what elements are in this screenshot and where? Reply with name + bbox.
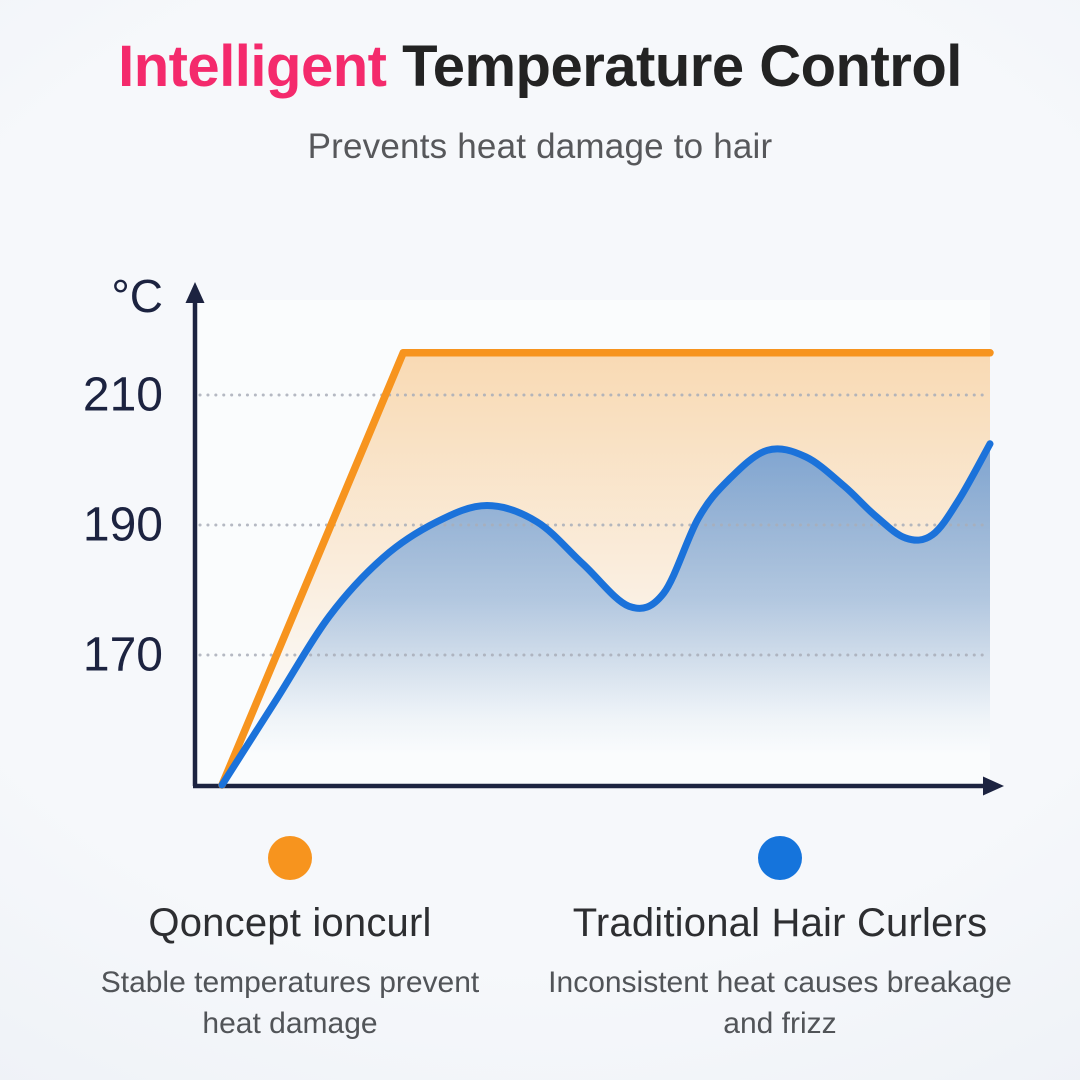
traditional-hair-curlers-line [218, 440, 994, 789]
legend-item-description: Stable temperatures prevent heat damage [100, 966, 480, 1041]
legend-item-label: Qoncept ioncurl [148, 901, 432, 945]
chart-legend: Qoncept ioncurl Stable temperatures prev… [0, 836, 1080, 1066]
legend-item-qoncept-ioncurl: Qoncept ioncurl Stable temperatures prev… [70, 836, 510, 1045]
y-tick-label-170: 170 [83, 629, 163, 682]
legend-item-description: Inconsistent heat causes breakage and fr… [548, 966, 1012, 1041]
legend-swatch-blue-icon [758, 836, 802, 880]
page-subtitle: Prevents heat damage to hair [307, 126, 773, 166]
unit-label-celsius: °C [111, 270, 163, 322]
temperature-chart: 210 190 170 °C [83, 270, 1004, 796]
y-axis-arrow-icon [185, 282, 205, 303]
legend-item-traditional-hair-curlers: Traditional Hair Curlers Inconsistent he… [540, 836, 1020, 1045]
y-tick-label-210: 210 [83, 369, 163, 422]
header: Intelligent Temperature Control Prevents… [0, 34, 1080, 167]
traditional-hair-curlers-area [222, 443, 990, 786]
x-axis-arrow-icon [983, 776, 1004, 796]
title-highlight: Intelligent [118, 34, 387, 99]
legend-swatch-orange-icon [268, 836, 312, 880]
page-title: Intelligent Temperature Control [0, 34, 1080, 101]
qoncept-ioncurl-line [218, 349, 994, 789]
legend-item-label: Traditional Hair Curlers [572, 901, 988, 945]
title-rest: Temperature Control [386, 34, 962, 99]
y-tick-label-190: 190 [83, 499, 163, 552]
